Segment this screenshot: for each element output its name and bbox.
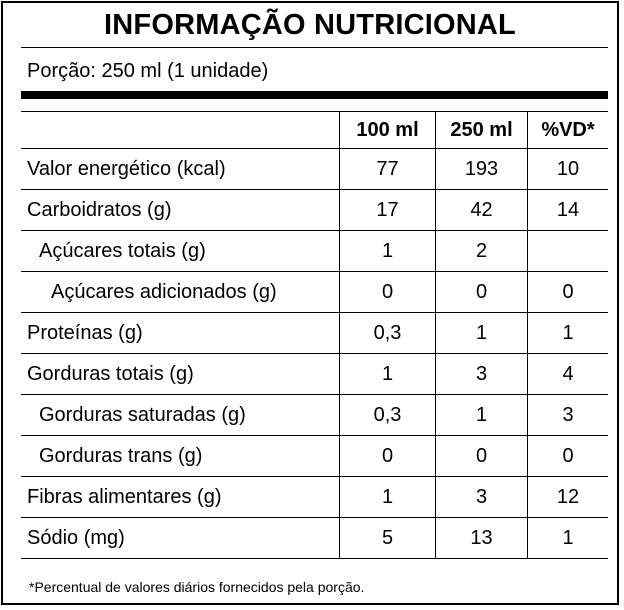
value-vd: 12 xyxy=(527,477,608,517)
value-250ml: 1 xyxy=(435,395,527,435)
table-header-row: 100 ml 250 ml %VD* xyxy=(21,111,608,149)
nutrient-name: Gorduras totais (g) xyxy=(27,362,194,385)
table-row: Gorduras totais (g) 1 3 4 xyxy=(21,354,608,395)
table-row: Fibras alimentares (g) 1 3 12 xyxy=(21,477,608,518)
value-100ml: 1 xyxy=(339,354,435,394)
nutrient-name: Sódio (mg) xyxy=(27,526,125,549)
value-100ml: 5 xyxy=(339,518,435,558)
nutrition-table: 100 ml 250 ml %VD* Valor energético (kca… xyxy=(21,111,608,559)
value-250ml: 1 xyxy=(435,313,527,353)
table-row: Açúcares adicionados (g) 0 0 0 xyxy=(21,272,608,313)
nutrient-name: Gorduras saturadas (g) xyxy=(39,403,246,426)
value-250ml: 42 xyxy=(435,190,527,230)
value-vd: 3 xyxy=(527,395,608,435)
title-divider xyxy=(21,47,608,48)
nutrient-name: Açúcares adicionados (g) xyxy=(51,280,277,303)
nutrient-name: Gorduras trans (g) xyxy=(39,444,203,467)
portion-size: Porção: 250 ml (1 unidade) xyxy=(27,60,269,82)
table-row: Valor energético (kcal) 77 193 10 xyxy=(21,149,608,190)
value-250ml: 193 xyxy=(435,149,527,189)
value-100ml: 0 xyxy=(339,436,435,476)
label-title: INFORMAÇÃO NUTRICIONAL xyxy=(104,9,516,41)
value-100ml: 77 xyxy=(339,149,435,189)
table-row: Açúcares totais (g) 1 2 xyxy=(21,231,608,272)
nutrient-name: Proteínas (g) xyxy=(27,321,143,344)
value-vd: 1 xyxy=(527,313,608,353)
value-100ml: 0,3 xyxy=(339,313,435,353)
value-250ml: 0 xyxy=(435,436,527,476)
value-250ml: 13 xyxy=(435,518,527,558)
value-100ml: 1 xyxy=(339,477,435,517)
nutrient-name: Fibras alimentares (g) xyxy=(27,485,222,508)
table-row: Gorduras trans (g) 0 0 0 xyxy=(21,436,608,477)
thick-divider xyxy=(21,91,608,99)
table-row: Carboidratos (g) 17 42 14 xyxy=(21,190,608,231)
nutrient-name: Valor energético (kcal) xyxy=(27,157,226,180)
table-row: Sódio (mg) 5 13 1 xyxy=(21,518,608,559)
header-250ml: 250 ml xyxy=(435,112,527,148)
value-vd: 1 xyxy=(527,518,608,558)
value-vd: 0 xyxy=(527,272,608,312)
footnote: *Percentual de valores diários fornecido… xyxy=(29,579,365,595)
nutrient-name: Açúcares totais (g) xyxy=(39,239,206,262)
value-vd: 0 xyxy=(527,436,608,476)
value-100ml: 1 xyxy=(339,231,435,271)
value-vd: 10 xyxy=(527,149,608,189)
table-row: Proteínas (g) 0,3 1 1 xyxy=(21,313,608,354)
value-250ml: 3 xyxy=(435,477,527,517)
value-vd: 14 xyxy=(527,190,608,230)
value-100ml: 0,3 xyxy=(339,395,435,435)
value-250ml: 0 xyxy=(435,272,527,312)
header-vd: %VD* xyxy=(527,112,608,148)
header-nutrient-cell xyxy=(21,112,339,148)
value-250ml: 2 xyxy=(435,231,527,271)
header-100ml: 100 ml xyxy=(339,112,435,148)
value-vd xyxy=(527,231,608,271)
table-row: Gorduras saturadas (g) 0,3 1 3 xyxy=(21,395,608,436)
value-vd: 4 xyxy=(527,354,608,394)
value-100ml: 0 xyxy=(339,272,435,312)
value-100ml: 17 xyxy=(339,190,435,230)
nutrient-name: Carboidratos (g) xyxy=(27,198,172,221)
value-250ml: 3 xyxy=(435,354,527,394)
